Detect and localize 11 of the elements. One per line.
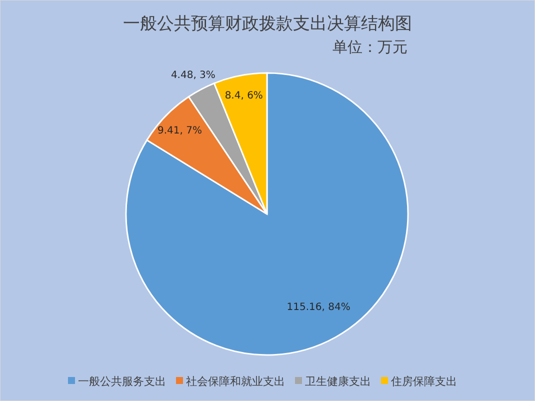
chart-title: 一般公共预算财政拨款支出决算结构图 [123, 14, 412, 34]
pie-slice [125, 72, 409, 356]
legend-label: 一般公共服务支出 [78, 374, 166, 388]
legend-label: 卫生健康支出 [305, 374, 371, 388]
data-label: 9.41, 7% [157, 125, 202, 136]
data-label: 4.48, 3% [170, 70, 216, 81]
legend-label: 社会保障和就业支出 [186, 374, 285, 388]
data-label: 115.16, 84% [286, 302, 350, 313]
data-label: 8.4, 6% [224, 90, 263, 102]
legend-label: 住房保障支出 [391, 374, 457, 388]
chart-subtitle: 单位：万元 [332, 38, 408, 56]
